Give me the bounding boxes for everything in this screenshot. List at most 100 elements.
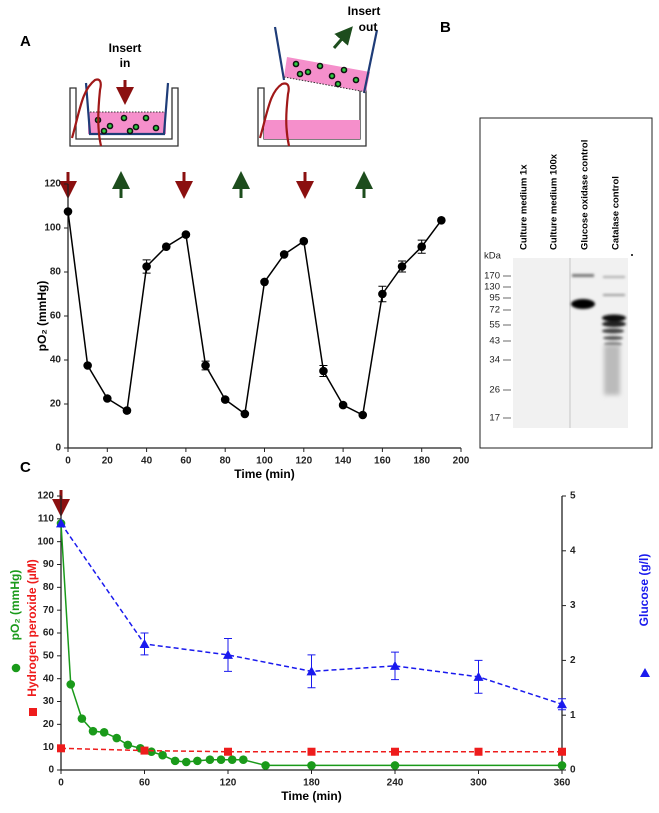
data-point xyxy=(161,242,171,251)
y2-tick-label: 4 xyxy=(570,545,576,556)
blot-unit: kDa xyxy=(484,251,502,262)
axis-label: Hydrogen peroxide (µM) xyxy=(25,559,39,697)
data-point xyxy=(306,666,317,676)
data-point xyxy=(261,761,270,770)
y-tick-label: 0 xyxy=(55,443,61,454)
y-tick-label: 120 xyxy=(37,491,54,502)
schematic-insert-out: Insert out xyxy=(257,4,381,147)
data-point xyxy=(299,236,309,246)
data-point xyxy=(307,761,316,770)
western-blot: kDa xyxy=(479,117,653,449)
schematic-label: in xyxy=(120,56,131,70)
x-tick-label: 160 xyxy=(374,456,391,467)
data-point xyxy=(557,761,567,770)
y2-tick-label: 2 xyxy=(570,655,576,666)
kda-marker: 72 xyxy=(489,305,500,316)
kda-marker: 95 xyxy=(489,293,500,304)
kda-marker: 17 xyxy=(489,413,500,424)
schematic-label: Insert xyxy=(348,4,381,18)
lane-label: Culture medium 100x xyxy=(549,153,560,250)
x-tick-label: 20 xyxy=(102,456,114,467)
x-tick-label: 300 xyxy=(470,778,487,789)
y2-tick-label: 0 xyxy=(570,765,576,776)
schematic-insert-in: Insert in xyxy=(69,41,179,147)
y-tick-label: 110 xyxy=(38,513,55,524)
kda-marker: 34 xyxy=(489,355,500,366)
x-tick-label: 100 xyxy=(256,456,273,467)
data-point xyxy=(139,638,150,648)
legend-symbol xyxy=(640,668,650,677)
panel-label: A xyxy=(20,33,31,50)
data-point xyxy=(474,747,483,756)
data-point xyxy=(181,230,191,239)
data-point xyxy=(63,207,73,216)
y-tick-label: 0 xyxy=(48,765,54,776)
data-point xyxy=(558,747,566,756)
y-tick-label: 100 xyxy=(44,223,61,234)
y-tick-label: 60 xyxy=(50,311,62,322)
data-point xyxy=(358,410,368,420)
legend-symbol xyxy=(11,663,21,673)
data-point xyxy=(240,409,250,419)
series-line xyxy=(60,523,562,767)
panel-label: B xyxy=(440,19,451,36)
x-axis-label: Time (min) xyxy=(281,789,341,803)
data-point xyxy=(557,699,567,709)
data-point xyxy=(397,262,407,271)
data-point xyxy=(83,361,92,370)
lane-label: Catalase control xyxy=(611,176,622,250)
x-tick-label: 180 xyxy=(413,456,430,467)
schematic-label: out xyxy=(359,20,378,34)
data-point xyxy=(66,680,76,689)
data-point xyxy=(112,733,121,743)
data-point xyxy=(140,746,149,755)
data-point xyxy=(122,406,132,415)
x-tick-label: 200 xyxy=(453,456,470,467)
data-point xyxy=(220,395,230,404)
kda-marker: 55 xyxy=(489,320,500,331)
y-tick-label: 80 xyxy=(50,267,62,278)
data-point xyxy=(170,756,180,766)
legend-symbol xyxy=(29,708,37,716)
data-point xyxy=(319,366,328,376)
y-tick-label: 20 xyxy=(50,399,62,410)
data-point xyxy=(147,747,156,757)
axis-label: Glucose (g/l) xyxy=(637,554,651,627)
data-point xyxy=(224,747,232,756)
data-point xyxy=(77,714,87,723)
data-point xyxy=(260,277,269,287)
y2-tick-label: 5 xyxy=(570,491,576,502)
series-line xyxy=(67,211,442,417)
data-point xyxy=(437,216,446,225)
y-tick-label: 10 xyxy=(43,742,55,753)
data-point xyxy=(158,750,167,760)
x-tick-label: 60 xyxy=(139,778,151,789)
data-point xyxy=(391,747,399,756)
data-point xyxy=(56,518,66,528)
y2-tick-label: 1 xyxy=(570,710,576,721)
data-point xyxy=(99,728,109,737)
data-point xyxy=(279,250,289,259)
data-point xyxy=(181,757,191,767)
y-tick-label: 90 xyxy=(43,559,55,570)
y-tick-label: 40 xyxy=(43,673,55,684)
x-tick-label: 0 xyxy=(58,778,64,789)
y-tick-label: 30 xyxy=(43,696,55,707)
data-point xyxy=(57,744,65,753)
data-point xyxy=(193,756,202,766)
x-tick-label: 80 xyxy=(220,456,232,467)
data-point xyxy=(338,400,348,410)
x-tick-label: 120 xyxy=(220,778,237,789)
lane-label: Culture medium 1x xyxy=(519,164,530,250)
kda-marker: 170 xyxy=(484,271,500,282)
x-axis-label: Time (min) xyxy=(234,467,294,481)
schematic-label: Insert xyxy=(109,41,142,55)
data-point xyxy=(390,761,400,770)
kda-marker: 130 xyxy=(484,282,500,293)
x-tick-label: 140 xyxy=(335,456,352,467)
data-point xyxy=(205,755,215,765)
x-tick-label: 180 xyxy=(303,778,320,789)
y-tick-label: 100 xyxy=(37,536,54,547)
x-tick-label: 360 xyxy=(554,778,571,789)
